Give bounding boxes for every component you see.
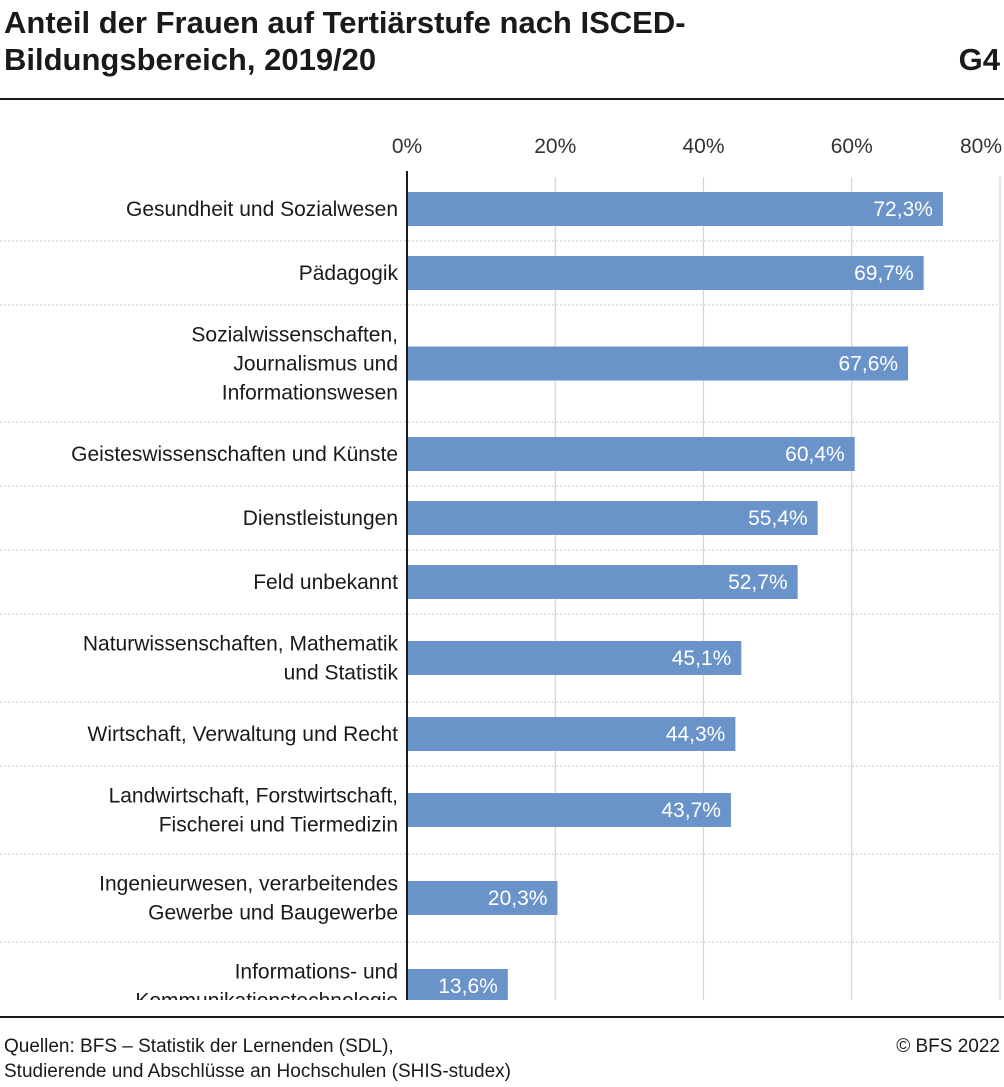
header-rule (0, 98, 1004, 100)
bar-5 (407, 565, 798, 599)
source-line-1: Quellen: BFS – Statistik der Lernenden (… (4, 1036, 394, 1057)
category-label-8-line-1: Fischerei und Tiermedizin (159, 814, 398, 837)
bar-value-label-6: 45,1% (672, 647, 732, 670)
category-label-3-line-0: Geisteswissenschaften und Künste (71, 443, 398, 466)
bar-9 (407, 881, 558, 915)
bar-8 (407, 793, 731, 827)
category-label-1-line-0: Pädagogik (299, 262, 399, 285)
bar-value-label-10: 13,6% (438, 975, 498, 998)
copyright: © BFS 2022 (896, 1036, 1000, 1057)
bar-10 (407, 969, 508, 1000)
footer-rule (0, 1016, 1004, 1018)
bar-value-label-4: 55,4% (748, 507, 808, 530)
category-label-6-line-0: Naturwissenschaften, Mathematik (83, 633, 399, 656)
chart-title: Anteil der Frauen auf Tertiärstufe nach … (4, 4, 934, 78)
category-label-10-line-0: Informations- und (235, 961, 398, 984)
category-label-10-line-1: Kommunikationstechnologie (135, 990, 398, 1001)
bar-value-label-5: 52,7% (728, 571, 788, 594)
graphic-number: G4 (958, 42, 1000, 77)
bar-1 (407, 256, 924, 290)
bar-4 (407, 501, 818, 535)
x-tick-label-40: 40% (682, 135, 724, 158)
bar-3 (407, 437, 855, 471)
category-label-9-line-0: Ingenieurwesen, verarbeitendes (99, 873, 398, 896)
category-label-8-line-0: Landwirtschaft, Forstwirtschaft, (109, 785, 398, 808)
bar-value-label-7: 44,3% (666, 723, 726, 746)
chart-title-line-2: Bildungsbereich, 2019/20 (4, 42, 377, 77)
x-tick-label-20: 20% (534, 135, 576, 158)
bar-value-label-1: 69,7% (854, 262, 914, 285)
bar-value-label-2: 67,6% (839, 353, 899, 376)
bar-value-label-8: 43,7% (661, 799, 721, 822)
category-label-4-line-0: Dienstleistungen (243, 507, 398, 530)
bar-7 (407, 717, 736, 751)
x-tick-label-0: 0% (392, 135, 422, 158)
bar-chart: 0% 20% 40% 60% 80% 72,3% Gesundheit und Sozial… (0, 135, 1002, 1001)
category-label-2-line-2: Informationswesen (222, 382, 398, 405)
category-label-7-line-0: Wirtschaft, Verwaltung und Recht (88, 723, 399, 746)
bar-6 (407, 641, 742, 675)
x-tick-label-80: 80% (960, 135, 1002, 158)
category-label-2-line-1: Journalismus und (233, 353, 398, 376)
category-label-6-line-1: und Statistik (284, 662, 399, 685)
category-label-2-line-0: Sozialwissenschaften, (191, 324, 398, 347)
category-label-5-line-0: Feld unbekannt (253, 571, 398, 594)
x-tick-label-60: 60% (831, 135, 873, 158)
chart-title-line-1: Anteil der Frauen auf Tertiärstufe nach … (4, 5, 686, 40)
source-line-2: Studierende und Abschlüsse an Hochschule… (4, 1061, 511, 1082)
category-label-0-line-0: Gesundheit und Sozialwesen (126, 198, 398, 221)
bar-value-label-9: 20,3% (488, 887, 548, 910)
bar-value-label-3: 60,4% (785, 443, 845, 466)
bar-value-label-0: 72,3% (873, 198, 933, 221)
category-label-9-line-1: Gewerbe und Baugewerbe (148, 902, 398, 925)
bar-2 (407, 346, 909, 381)
source-note: Quellen: BFS – Statistik der Lernenden (… (4, 1034, 511, 1084)
bar-0 (407, 192, 943, 226)
